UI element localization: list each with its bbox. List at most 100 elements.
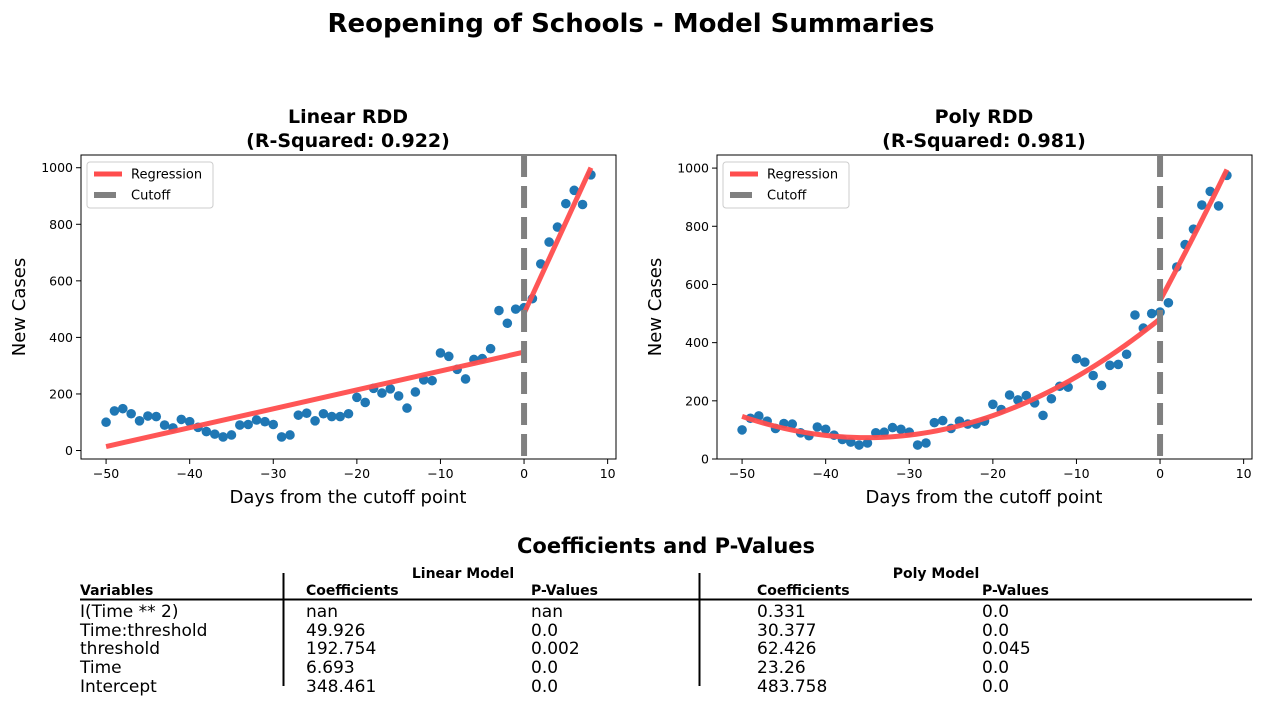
poly-y-tick-label: 400	[685, 335, 709, 350]
poly-regression-line-pre	[741, 316, 1162, 441]
poly-x-tick-label: −50	[729, 466, 755, 481]
coefficients-table: Coefficients and P-Values Linear Model P…	[79, 534, 1252, 697]
poly-axes-frame	[716, 154, 1253, 460]
cell-poly-coefficient: 483.758	[757, 677, 827, 697]
linear-legend-cutoff-label: Cutoff	[131, 189, 171, 204]
poly-data-point	[787, 419, 798, 429]
linear-data-point	[335, 411, 345, 422]
linear-y-tick-label: 600	[49, 273, 73, 288]
linear-data-point	[577, 199, 588, 210]
linear-x-axis-label: Days from the cutoff point	[230, 487, 467, 508]
linear-data-point	[510, 304, 521, 314]
cell-variable: Time:threshold	[79, 621, 207, 641]
cell-linear-coefficient: 6.693	[306, 658, 355, 678]
poly-legend-regression-label: Regression	[767, 168, 838, 183]
poly-data-point	[1146, 308, 1157, 319]
linear-legend-regression-label: Regression	[131, 168, 202, 183]
linear-data-point	[201, 426, 212, 437]
table-body: I(Time ** 2) nan nan 0.331 0.0 Time:threshold…	[79, 602, 1031, 697]
poly-y-axis-label: New Cases	[645, 258, 666, 356]
poly-rdd-plot: Poly RDD (R-Squared: 0.981) Days from th…	[645, 106, 1253, 508]
figure-title: Reopening of Schools - Model Summaries	[328, 9, 935, 39]
poly-data-point	[887, 422, 898, 433]
cell-poly-p-value: 0.045	[982, 639, 1031, 659]
linear-data-point	[343, 408, 354, 419]
linear-data-point	[444, 351, 454, 362]
linear-data-point	[117, 403, 128, 414]
header-linear-p-values: P-Values	[531, 583, 598, 599]
header-poly-coefficients: Coefficients	[757, 583, 850, 599]
poly-y-tick-label: 0	[701, 452, 709, 467]
linear-data-point	[226, 430, 237, 440]
cell-linear-p-value: 0.002	[531, 639, 580, 659]
poly-data-point	[1113, 359, 1124, 370]
linear-data-point	[268, 419, 279, 430]
linear-data-point	[502, 318, 513, 329]
linear-data-point	[544, 237, 554, 247]
poly-data-point	[1130, 310, 1140, 320]
linear-data-point	[393, 391, 404, 401]
poly-regression-line-post	[1157, 168, 1230, 302]
cell-linear-coefficient: nan	[306, 602, 338, 622]
poly-plot-title-line2: (R-Squared: 0.981)	[882, 130, 1086, 152]
cell-poly-p-value: 0.0	[982, 621, 1009, 641]
table-row: Time:threshold 49.926 0.0 30.377 0.0	[79, 621, 1009, 641]
poly-data-point	[912, 440, 923, 450]
poly-data-point	[1121, 349, 1132, 360]
linear-data-point	[326, 411, 337, 422]
poly-legend-cutoff-label: Cutoff	[767, 189, 807, 204]
linear-data-point	[184, 416, 195, 427]
poly-data-point	[862, 438, 873, 448]
linear-x-tick-label: −20	[344, 466, 370, 481]
cell-variable: Intercept	[80, 677, 157, 697]
poly-data-point	[988, 399, 998, 410]
cell-poly-coefficient: 0.331	[757, 602, 806, 622]
linear-legend: Regression Cutoff	[86, 161, 214, 209]
linear-data-point	[235, 420, 245, 430]
linear-data-point	[159, 420, 170, 430]
linear-data-point	[293, 410, 304, 420]
linear-x-tick-label: −50	[93, 466, 119, 481]
linear-axes-frame	[80, 154, 617, 460]
poly-data-point	[1004, 390, 1015, 400]
poly-data-point	[921, 438, 931, 448]
linear-data-point	[402, 403, 412, 413]
linear-data-point	[143, 411, 153, 421]
cell-linear-p-value: nan	[531, 602, 563, 622]
linear-data-point	[569, 185, 580, 196]
linear-data-point	[318, 408, 329, 419]
poly-data-point	[1163, 297, 1174, 308]
linear-data-point	[109, 406, 120, 416]
poly-data-point	[1080, 357, 1090, 367]
linear-data-point	[377, 388, 387, 398]
linear-data-point	[101, 417, 111, 428]
poly-data-point	[1213, 201, 1224, 211]
poly-data-point	[1021, 390, 1032, 401]
linear-data-point	[243, 419, 253, 430]
poly-data-point	[854, 440, 864, 450]
linear-regression-line-post	[521, 166, 594, 315]
poly-data-point	[1088, 370, 1098, 381]
poly-data-point	[1046, 393, 1057, 404]
cell-poly-p-value: 0.0	[982, 677, 1009, 697]
poly-data-point	[820, 424, 831, 435]
cell-variable: Time	[79, 658, 122, 678]
cell-variable: I(Time ** 2)	[80, 602, 179, 622]
linear-y-tick-label: 200	[49, 386, 73, 401]
poly-x-tick-label: −10	[1063, 466, 1089, 481]
cell-poly-coefficient: 30.377	[757, 621, 816, 641]
linear-data-point	[352, 392, 362, 403]
linear-data-point	[260, 416, 270, 427]
linear-data-point	[485, 343, 496, 354]
linear-y-axis-label: New Cases	[9, 258, 30, 356]
poly-data-point	[1071, 353, 1082, 364]
table-title: Coefficients and P-Values	[517, 534, 815, 558]
poly-data-point	[737, 425, 747, 435]
poly-data-point	[929, 417, 940, 428]
linear-data-point	[301, 408, 312, 418]
linear-data-point	[134, 416, 145, 426]
cell-poly-coefficient: 23.26	[757, 658, 806, 678]
table-row: Time 6.693 0.0 23.26 0.0	[79, 658, 1009, 678]
poly-data-point	[753, 411, 764, 421]
